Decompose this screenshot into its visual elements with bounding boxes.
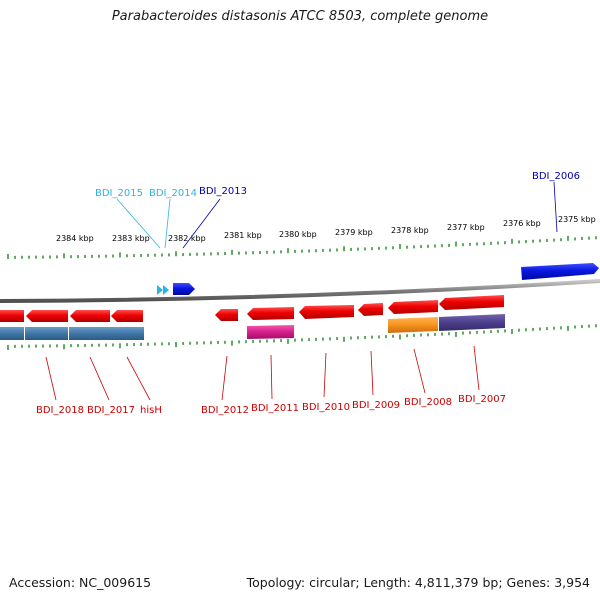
gene-label-bdi-2010: BDI_2010: [302, 402, 350, 413]
gene-label-hish: hisH: [140, 405, 162, 416]
topology-text: Topology: circular; Length: 4,811,379 bp…: [246, 575, 590, 590]
gene-bdi-2010-arrow[interactable]: [299, 305, 354, 319]
gene-bdi-2016-arrow[interactable]: [111, 310, 143, 322]
leader-line: [126, 356, 151, 401]
leader-line: [413, 348, 426, 394]
gene-label-bdi-2011: BDI_2011: [251, 403, 299, 414]
gene-bdi-2018-arrow[interactable]: [0, 310, 24, 322]
gene-label-bdi-2012: BDI_2012: [201, 405, 249, 416]
scale-label: 2379 kbp: [335, 228, 373, 237]
leader-line: [164, 198, 171, 249]
annotation-block-steel: [0, 327, 24, 340]
scale-ticks-outer: [7, 235, 597, 259]
gene-label-bdi-2006: BDI_2006: [532, 171, 580, 182]
gene-bdi-2007-arrow[interactable]: [439, 295, 504, 310]
top-label-leaders: [116, 181, 558, 249]
gene-hish-arrow[interactable]: [70, 310, 110, 322]
scale-label: 2384 kbp: [56, 234, 94, 243]
gene-label-bdi-2015: BDI_2015: [95, 188, 143, 199]
scale-ticks-inner: [7, 324, 597, 350]
scale-label: 2377 kbp: [447, 223, 485, 232]
scale-label: 2381 kbp: [224, 231, 262, 240]
leader-line: [370, 350, 374, 396]
leader-line: [182, 198, 221, 249]
annotation-block-purple: [439, 314, 505, 331]
gene-bdi-2017-arrow[interactable]: [26, 310, 68, 322]
scale-label: 2376 kbp: [503, 219, 541, 228]
accession-text: Accession: NC_009615: [9, 575, 152, 590]
genome-backbone: [0, 279, 600, 303]
bottom-label-leaders: [45, 345, 480, 401]
scale-labels: 2384 kbp 2383 kbp 2382 kbp 2381 kbp 2380…: [56, 215, 596, 243]
gene-label-bdi-2018: BDI_2018: [36, 405, 84, 416]
gene-label-bdi-2009: BDI_2009: [352, 400, 400, 411]
gene-label-bdi-2017: BDI_2017: [87, 405, 135, 416]
gene-label-bdi-2008: BDI_2008: [404, 397, 452, 408]
leader-line: [473, 345, 480, 391]
genome-title: Parabacteroides distasonis ATCC 8503, co…: [111, 9, 489, 24]
gene-bdi-2013-arrow[interactable]: [173, 283, 195, 295]
gene-bdi-2015-arrow[interactable]: [157, 285, 163, 295]
annotation-blocks: [0, 314, 505, 340]
scale-label: 2378 kbp: [391, 226, 429, 235]
reverse-strand-genes: [0, 295, 504, 322]
leader-line: [89, 356, 110, 401]
scale-label: 2380 kbp: [279, 230, 317, 239]
annotation-block-steel: [25, 327, 68, 340]
gene-label-bdi-2013: BDI_2013: [199, 186, 247, 197]
leader-line: [116, 198, 161, 249]
gene-bdi-2012-arrow[interactable]: [215, 309, 238, 321]
gene-bdi-2011-arrow[interactable]: [247, 307, 294, 320]
scale-label: 2383 kbp: [112, 234, 150, 243]
leader-line: [323, 352, 327, 398]
leader-line: [221, 355, 228, 401]
gene-bdi-2009-arrow[interactable]: [358, 303, 383, 316]
annotation-block-magenta: [247, 325, 294, 339]
gene-bdi-2008-arrow[interactable]: [388, 300, 438, 314]
leader-line: [45, 356, 57, 401]
scale-label: 2382 kbp: [168, 234, 206, 243]
scale-label: 2375 kbp: [558, 215, 596, 224]
leader-line: [270, 354, 273, 400]
annotation-block-orange: [388, 317, 438, 333]
annotation-block-steel: [69, 327, 144, 340]
gene-label-bdi-2014: BDI_2014: [149, 188, 197, 199]
gene-bdi-2006-arrow[interactable]: [521, 263, 599, 280]
gene-label-bdi-2007: BDI_2007: [458, 394, 506, 405]
leader-line: [553, 181, 558, 233]
gene-bdi-2014-arrow[interactable]: [163, 285, 169, 295]
